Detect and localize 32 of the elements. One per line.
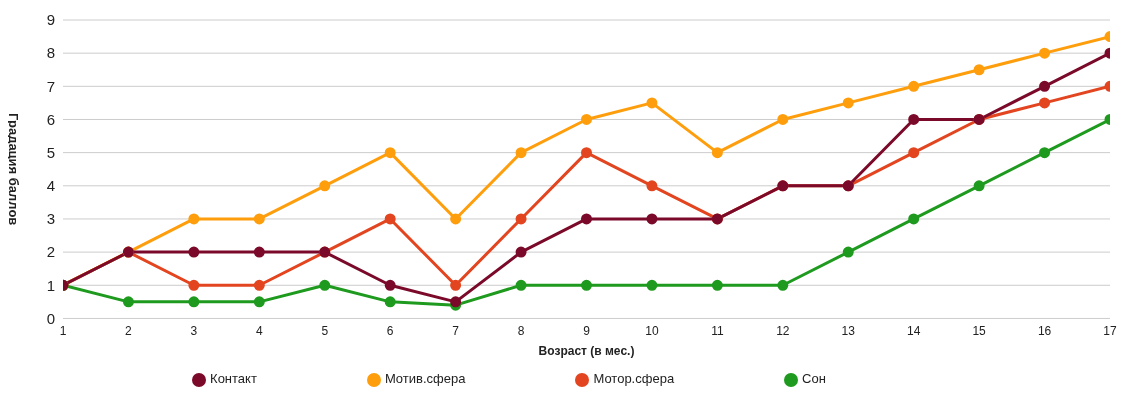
y-tick-label: 2: [46, 243, 55, 261]
legend-label: Мотор.сфера: [593, 371, 675, 387]
x-tick-label: 17: [1103, 323, 1117, 338]
x-tick-label: 14: [907, 323, 921, 338]
x-tick-label: 1: [59, 323, 67, 338]
x-tick-label: 2: [125, 323, 133, 338]
x-tick-label: 3: [190, 323, 198, 338]
y-tick-label: 9: [46, 11, 55, 29]
y-tick-label: 3: [46, 210, 55, 228]
legend-label: Контакт: [210, 371, 257, 387]
y-tick-label: 1: [46, 276, 55, 294]
x-tick-label: 10: [645, 323, 659, 338]
y-tick-label: 4: [46, 177, 55, 195]
x-tick-label: 8: [517, 323, 525, 338]
x-tick-label: 9: [583, 323, 591, 338]
x-tick-label: 12: [776, 323, 790, 338]
x-tick-label: 5: [321, 323, 329, 338]
y-tick-label: 7: [46, 77, 55, 95]
y-tick-label: 8: [46, 44, 55, 62]
x-tick-label: 15: [972, 323, 987, 338]
x-tick-label: 6: [386, 323, 394, 338]
y-tick-label: 0: [46, 309, 55, 327]
x-axis-title: Возраст (в мес.): [538, 344, 635, 359]
x-tick-label: 16: [1037, 323, 1052, 338]
x-tick-label: 11: [711, 323, 724, 338]
legend-label: Мотив.сфера: [384, 371, 466, 387]
legend-label: Сон: [802, 371, 826, 387]
x-tick-label: 13: [841, 323, 856, 338]
x-tick-label: 4: [255, 323, 263, 338]
y-tick-label: 5: [46, 143, 55, 161]
x-tick-label: 7: [452, 323, 460, 338]
y-tick-label: 6: [46, 110, 55, 128]
